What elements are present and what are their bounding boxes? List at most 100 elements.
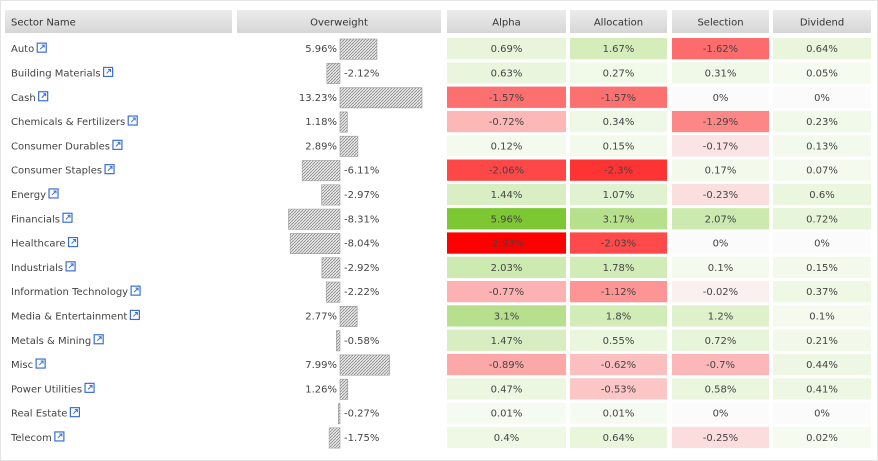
metric-cell (672, 38, 769, 60)
metric-cell (672, 183, 769, 206)
sector-name: Chemicals & Fertilizers (11, 117, 125, 128)
overweight-bar (339, 305, 358, 327)
metric-cell (672, 159, 769, 181)
overweight-label: -2.22% (344, 287, 379, 298)
link-icon-arrow (68, 263, 74, 269)
header-label: Overweight (310, 18, 368, 29)
metric-cell (570, 353, 667, 376)
overweight-bar (336, 330, 341, 352)
link-icon-arrow (51, 190, 57, 196)
metric-cell (570, 110, 667, 133)
overweight-bar (328, 427, 341, 449)
overweight-bar (339, 111, 348, 133)
overweight-bar (325, 281, 341, 303)
metric-cell (672, 62, 769, 84)
metric-value: 0.13% (806, 141, 838, 152)
link-icon-arrow (130, 117, 136, 123)
metric-value: 0.01% (491, 409, 523, 420)
metric-cell (570, 329, 667, 351)
metric-value: 0.15% (806, 263, 838, 274)
header-label: Selection (697, 18, 743, 29)
metric-cell (672, 402, 769, 424)
overweight-bar (338, 403, 341, 425)
metric-cell (672, 110, 769, 133)
metric-value: -0.23% (703, 190, 738, 201)
link-icon-arrow (96, 336, 102, 342)
overweight-label: -8.04% (344, 239, 379, 250)
metric-cell (447, 86, 566, 108)
metric-value: 0.27% (603, 68, 635, 79)
metric-value: 1.78% (603, 263, 635, 274)
sector-name: Information Technology (11, 287, 128, 298)
metric-cell (672, 353, 769, 376)
metric-value: 1.2% (708, 311, 733, 322)
metric-cell (672, 208, 769, 230)
metric-value: -2.3% (604, 166, 633, 177)
metric-value: -0.72% (489, 117, 524, 128)
metric-value: 0.1% (708, 263, 733, 274)
metric-cell (773, 305, 871, 327)
overweight-label: -6.11% (344, 166, 379, 177)
metric-value: -0.77% (489, 287, 524, 298)
sector-name: Media & Entertainment (11, 311, 127, 322)
metric-value: -1.62% (703, 44, 738, 55)
link-icon-arrow (107, 166, 113, 172)
metric-cell (447, 281, 566, 303)
metric-value: -1.57% (601, 93, 636, 104)
metric-cell (672, 135, 769, 157)
metric-value: 0.15% (603, 141, 635, 152)
metric-value: -1.29% (703, 117, 738, 128)
metric-value: 0.37% (806, 287, 838, 298)
metric-cell (773, 256, 871, 278)
metric-value: 0.02% (806, 433, 838, 444)
metric-cell (773, 281, 871, 303)
link-icon-arrow (57, 433, 63, 439)
metric-cell (773, 62, 871, 84)
metric-value: -1.12% (601, 287, 636, 298)
metric-value: -0.62% (601, 360, 636, 371)
link-icon-arrow (73, 409, 78, 415)
metric-cell (570, 256, 667, 278)
header-cell (773, 10, 871, 33)
overweight-bar (339, 87, 423, 109)
metric-value: -2.03% (601, 239, 636, 250)
metric-value: -1.57% (489, 93, 524, 104)
metric-cell (672, 256, 769, 278)
metric-cell (773, 159, 871, 181)
metric-cell (447, 159, 566, 181)
metric-cell (570, 402, 667, 424)
metric-value: 3.17% (603, 214, 635, 225)
metric-cell (773, 135, 871, 157)
overweight-bar (288, 208, 341, 230)
header-cell (5, 10, 232, 33)
metric-value: 0.17% (705, 166, 737, 177)
metric-value: 0.34% (603, 117, 635, 128)
metric-value: 2.07% (705, 214, 737, 225)
metric-value: 1.8% (606, 311, 631, 322)
overweight-label: -2.12% (344, 68, 379, 79)
metric-cell (447, 208, 566, 230)
metric-value: 0.31% (705, 68, 737, 79)
metric-value: 3.1% (494, 311, 519, 322)
header-label: Allocation (594, 18, 643, 29)
overweight-label: -2.97% (344, 190, 379, 201)
metric-cell (447, 353, 566, 376)
overweight-bar (321, 257, 341, 279)
metric-value: 0.41% (806, 384, 838, 395)
metric-value: 0.4% (494, 433, 519, 444)
overweight-label: -0.58% (344, 336, 379, 347)
metric-cell (447, 232, 566, 254)
metric-cell (447, 426, 566, 449)
sector-name: Auto (11, 44, 34, 55)
metric-value: 0.58% (705, 384, 737, 395)
overweight-bar (339, 354, 390, 376)
overweight-label: -2.92% (344, 263, 379, 274)
metric-cell (447, 305, 566, 327)
overweight-label: -0.27% (344, 409, 379, 420)
link-icon-arrow (38, 360, 44, 366)
overweight-label: 1.18% (305, 117, 337, 128)
overweight-bar (326, 62, 341, 84)
overweight-label: -8.31% (344, 214, 379, 225)
sector-name: Misc (11, 360, 33, 371)
